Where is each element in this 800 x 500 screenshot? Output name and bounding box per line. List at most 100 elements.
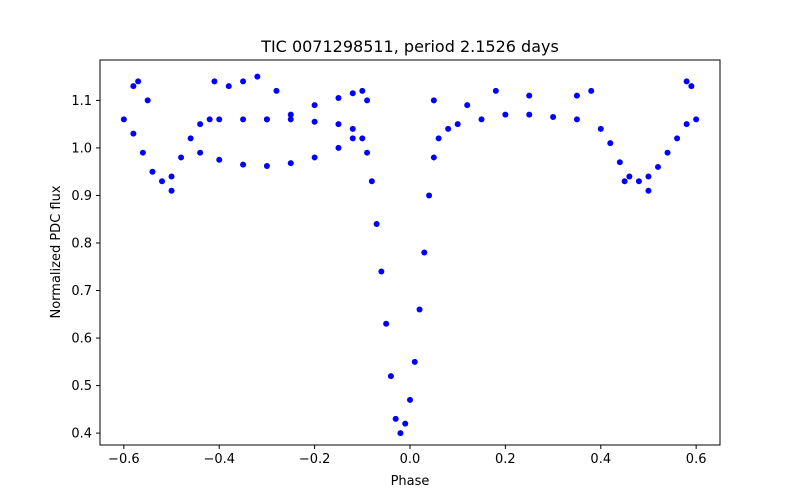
y-tick-label: 0.7 xyxy=(71,284,92,299)
data-point xyxy=(445,125,452,132)
x-axis-ticks: −0.6 −0.4 −0.2 0.0 0.2 0.4 0.6 xyxy=(108,445,706,467)
data-points xyxy=(120,73,700,437)
data-point xyxy=(402,420,409,427)
data-point xyxy=(387,373,394,380)
data-point xyxy=(688,83,695,90)
data-point xyxy=(364,97,371,104)
data-point xyxy=(664,149,671,156)
x-tick-label: 0.0 xyxy=(400,452,421,467)
x-axis-label: Phase xyxy=(391,474,430,489)
data-point xyxy=(168,187,175,194)
data-point xyxy=(478,116,485,123)
data-point xyxy=(159,178,165,185)
data-point xyxy=(526,92,533,99)
data-point xyxy=(254,73,261,80)
y-tick-label: 0.4 xyxy=(71,427,92,442)
data-point xyxy=(335,121,342,128)
data-point xyxy=(430,154,437,161)
data-point xyxy=(421,249,428,256)
data-point xyxy=(492,87,499,94)
data-point xyxy=(430,97,437,104)
data-point xyxy=(378,268,385,275)
data-point xyxy=(349,90,356,97)
x-tick-label: 0.2 xyxy=(495,452,516,467)
data-point xyxy=(502,111,509,118)
y-tick-label: 0.5 xyxy=(71,379,92,394)
data-point xyxy=(426,192,433,199)
data-point xyxy=(149,168,156,175)
y-axis-ticks: 0.4 0.5 0.6 0.7 0.8 0.9 1.0 1.1 xyxy=(71,94,100,442)
data-point xyxy=(407,396,413,403)
data-point xyxy=(139,149,146,156)
data-point xyxy=(187,135,194,142)
data-point xyxy=(397,430,404,437)
data-point xyxy=(287,111,294,118)
series-4 xyxy=(130,73,695,194)
data-point xyxy=(454,121,461,128)
data-point xyxy=(120,116,127,123)
y-axis-label: Normalized PDC flux xyxy=(49,185,64,318)
data-point xyxy=(311,102,318,109)
data-point xyxy=(645,187,652,194)
data-point xyxy=(550,114,557,121)
data-point xyxy=(216,116,223,123)
chart-title: TIC 0071298511, period 2.1526 days xyxy=(260,37,559,56)
data-point xyxy=(573,92,580,99)
data-point xyxy=(626,173,633,180)
data-point xyxy=(349,125,356,132)
data-point xyxy=(263,162,270,169)
data-point xyxy=(526,111,533,118)
data-point xyxy=(464,102,471,109)
data-point xyxy=(693,116,700,123)
data-point xyxy=(130,83,137,90)
data-point xyxy=(206,116,213,123)
y-tick-label: 0.6 xyxy=(71,332,92,347)
data-point xyxy=(416,306,423,313)
data-point xyxy=(240,116,247,123)
data-point xyxy=(607,140,614,147)
data-point xyxy=(287,116,294,123)
x-tick-label: −0.4 xyxy=(203,452,235,467)
data-point xyxy=(311,118,318,125)
data-point xyxy=(655,163,661,170)
x-tick-label: 0.6 xyxy=(686,452,707,467)
data-point xyxy=(645,173,652,180)
x-tick-label: 0.4 xyxy=(590,452,611,467)
data-point xyxy=(364,149,371,156)
data-point xyxy=(349,135,356,142)
data-point xyxy=(411,358,418,365)
data-point xyxy=(597,125,604,132)
data-point xyxy=(197,121,204,128)
y-tick-label: 0.9 xyxy=(71,189,92,204)
data-point xyxy=(335,95,342,102)
y-tick-label: 1.0 xyxy=(71,141,92,156)
data-point xyxy=(197,149,204,156)
data-point xyxy=(263,116,270,123)
data-point xyxy=(359,87,366,94)
data-point xyxy=(168,173,175,180)
y-tick-label: 0.8 xyxy=(71,236,92,251)
data-point xyxy=(211,78,218,85)
data-point xyxy=(273,87,280,94)
data-point xyxy=(373,220,380,227)
data-point xyxy=(621,178,628,185)
series-2 xyxy=(197,135,356,169)
x-tick-label: −0.6 xyxy=(108,452,140,467)
data-point xyxy=(216,156,223,163)
data-point xyxy=(287,160,294,167)
data-point xyxy=(178,154,185,161)
data-point xyxy=(240,161,247,168)
x-tick-label: −0.2 xyxy=(299,452,331,467)
data-point xyxy=(573,116,580,123)
data-point xyxy=(368,178,375,185)
data-point xyxy=(635,178,642,185)
y-tick-label: 1.1 xyxy=(71,94,92,109)
data-point xyxy=(683,78,690,85)
data-point xyxy=(225,83,232,90)
data-point xyxy=(311,154,318,161)
series-3 xyxy=(263,87,371,123)
data-point xyxy=(135,78,142,85)
data-point xyxy=(435,135,442,142)
